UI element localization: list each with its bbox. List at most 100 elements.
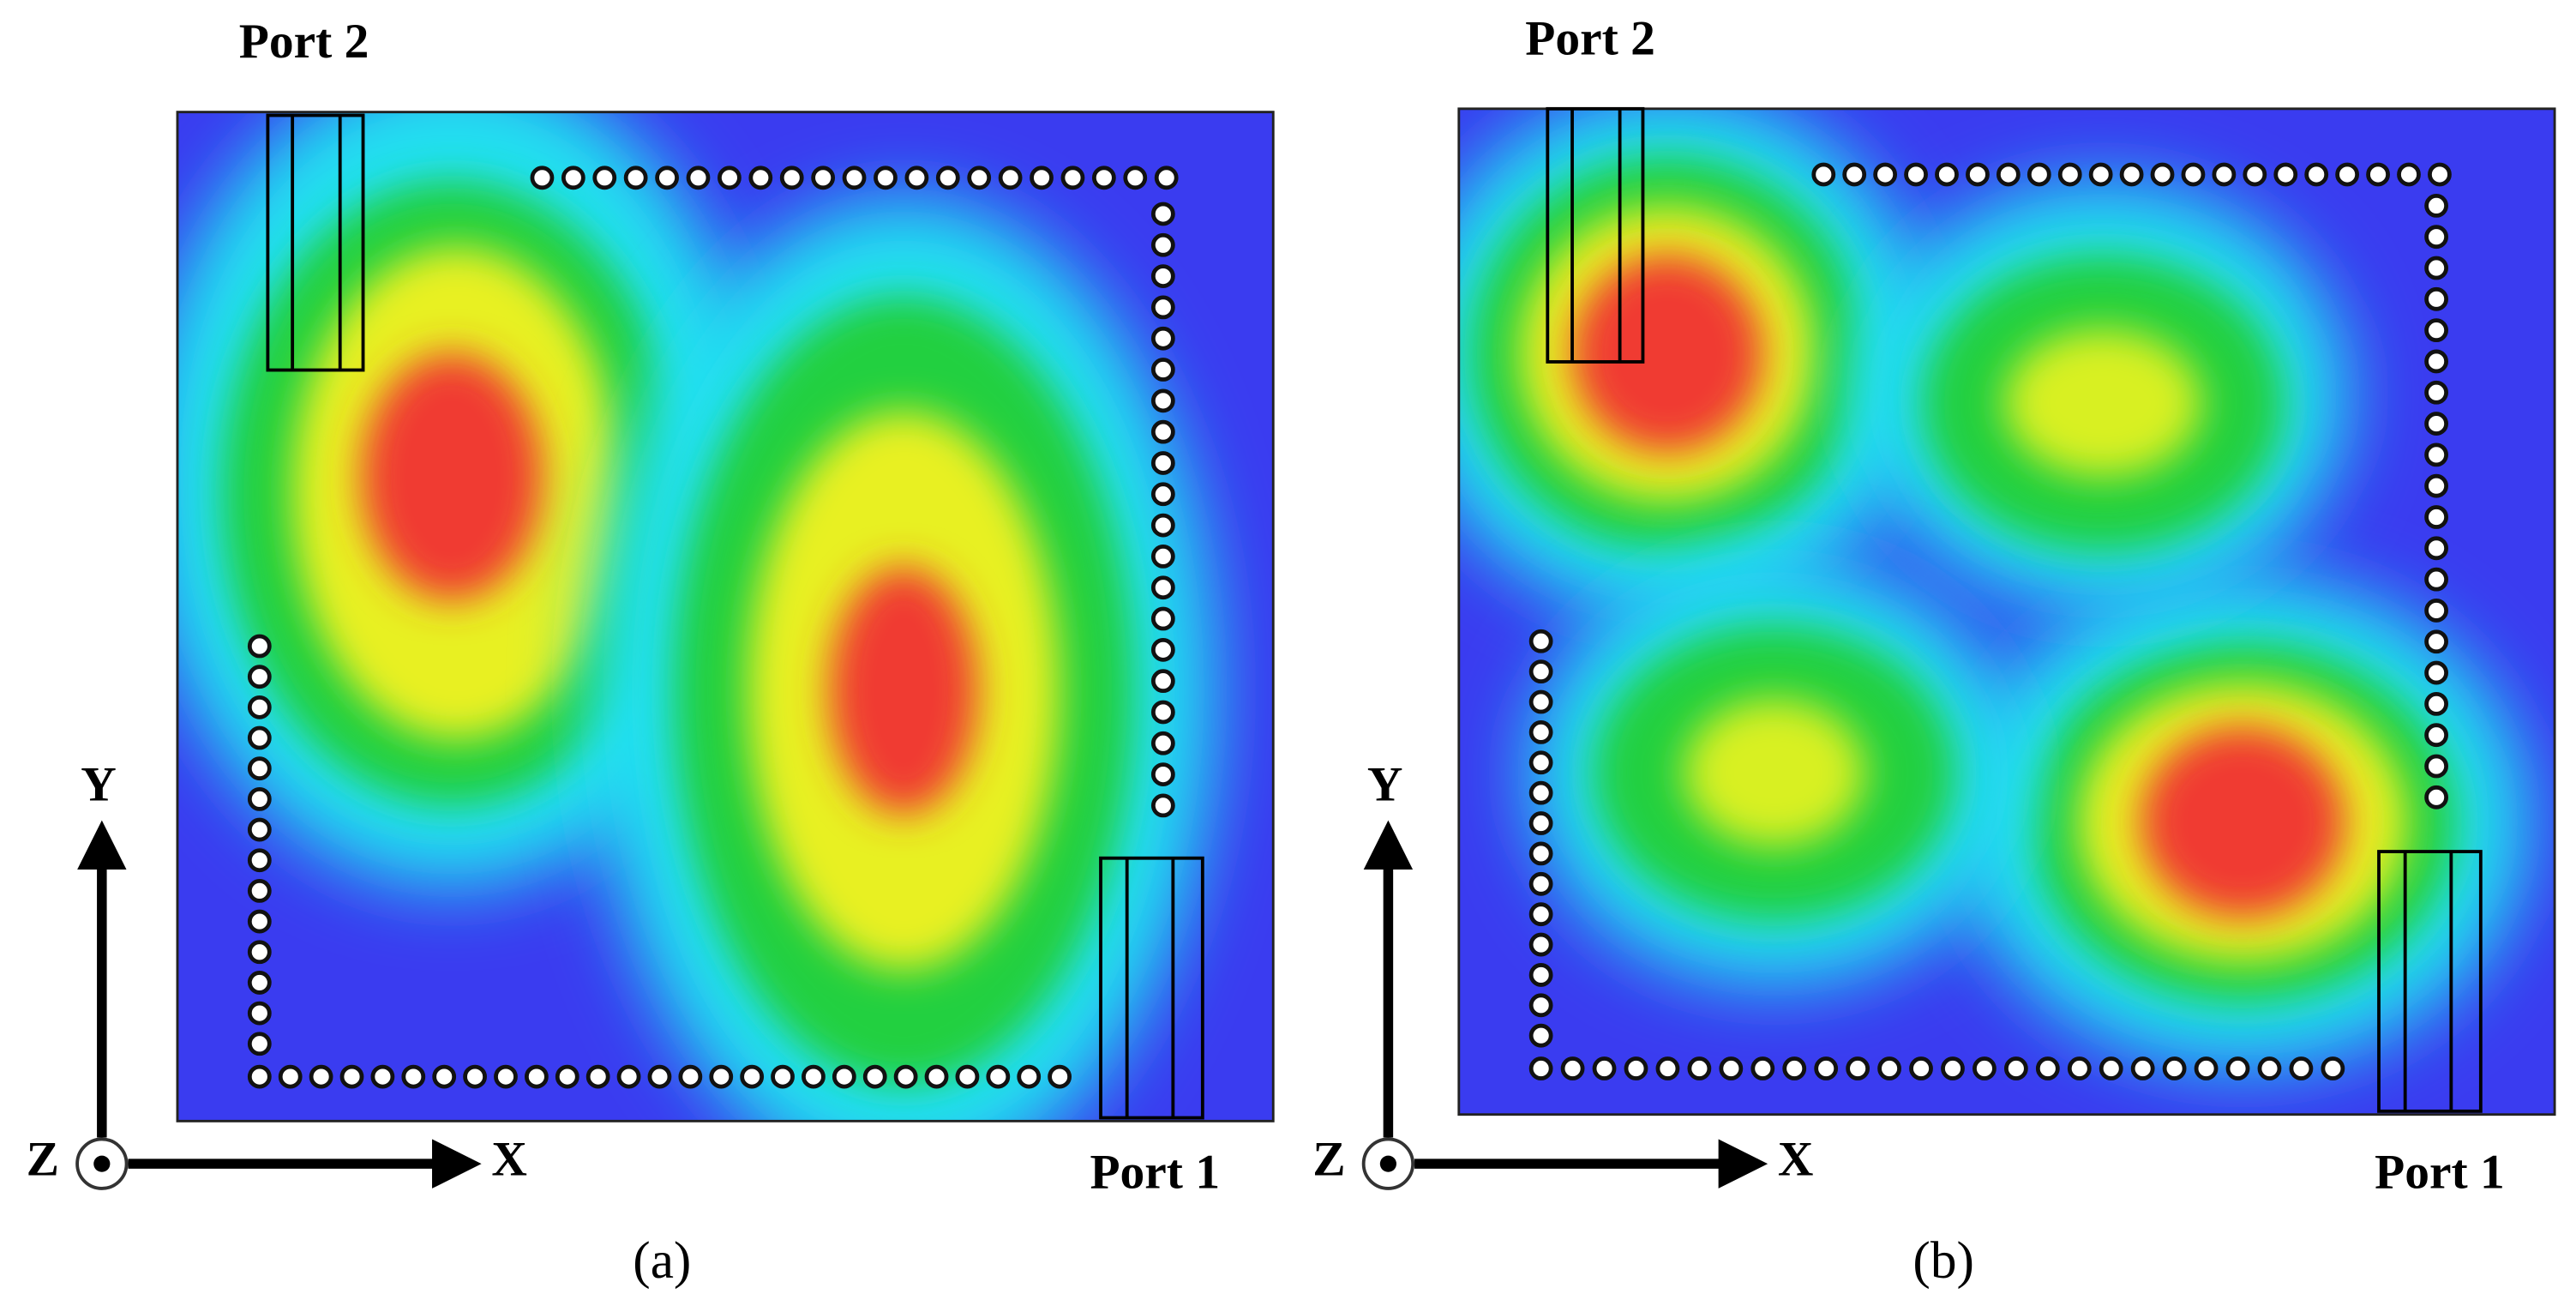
z-axis-dot — [93, 1155, 111, 1172]
via — [904, 166, 929, 190]
via — [2335, 162, 2360, 187]
via — [2119, 162, 2144, 187]
via — [247, 1032, 272, 1056]
via — [1941, 1056, 1965, 1080]
via — [247, 634, 272, 659]
via — [1150, 575, 1175, 600]
via — [1904, 162, 1928, 187]
via — [623, 166, 648, 190]
port-label: Port 1 — [2375, 1146, 2505, 1200]
via — [2424, 599, 2448, 623]
port-feed — [2377, 850, 2483, 1113]
via — [1873, 162, 1898, 187]
via — [1150, 762, 1175, 786]
via — [811, 166, 836, 190]
axis-label: Z — [27, 1132, 59, 1186]
via — [1528, 719, 1553, 744]
via — [1030, 166, 1054, 190]
axis-label: X — [491, 1132, 527, 1186]
via — [1528, 689, 1553, 714]
via — [2424, 660, 2448, 685]
via — [2424, 412, 2448, 436]
via — [1091, 166, 1116, 190]
via — [2424, 536, 2448, 561]
via — [2424, 505, 2448, 529]
via — [1150, 419, 1175, 444]
panel: Port 2 Port 1 (b) Y X Z — [1312, 11, 2556, 1290]
via — [247, 756, 272, 781]
port-label: Port 2 — [1525, 11, 1655, 65]
via — [2289, 1056, 2314, 1080]
via — [1655, 1056, 1680, 1080]
via — [740, 1064, 765, 1089]
port-label: Port 2 — [239, 15, 369, 69]
via — [1528, 629, 1553, 653]
via — [1624, 1056, 1648, 1080]
via — [2366, 162, 2390, 187]
via — [842, 166, 867, 190]
via — [1909, 1056, 1933, 1080]
via — [247, 879, 272, 903]
via — [1150, 545, 1175, 569]
via — [1017, 1064, 1042, 1089]
via — [1528, 750, 1553, 775]
via — [2424, 691, 2448, 716]
via — [247, 909, 272, 934]
via — [247, 971, 272, 995]
via — [247, 940, 272, 965]
via — [2088, 162, 2113, 187]
axis-label: X — [1778, 1132, 1814, 1186]
via — [2194, 1056, 2219, 1080]
via — [1048, 1064, 1072, 1089]
via — [247, 1001, 272, 1026]
axis-label: Y — [1367, 757, 1403, 811]
via — [967, 166, 992, 190]
via — [1528, 871, 1553, 896]
via — [1592, 1056, 1617, 1080]
via — [1528, 811, 1553, 835]
via — [592, 166, 617, 190]
via — [616, 1064, 641, 1089]
via — [2130, 1056, 2155, 1080]
via — [1966, 162, 1990, 187]
via — [1150, 669, 1175, 694]
via — [1150, 232, 1175, 257]
via — [1842, 162, 1867, 187]
via — [561, 166, 585, 190]
via — [718, 166, 742, 190]
field-blob — [361, 353, 543, 600]
field — [177, 111, 1216, 1122]
via — [432, 1064, 457, 1089]
via — [1528, 1023, 1553, 1048]
via — [2424, 318, 2448, 343]
via — [247, 695, 272, 719]
via — [2321, 1056, 2345, 1080]
via — [494, 1064, 518, 1089]
via — [530, 166, 555, 190]
via — [986, 1064, 1011, 1089]
port-feed — [1546, 106, 1645, 364]
via — [2424, 380, 2448, 405]
via — [647, 1064, 672, 1089]
via — [1150, 358, 1175, 382]
field-blob — [1684, 698, 1865, 847]
via — [1750, 1056, 1775, 1080]
via — [709, 1064, 734, 1089]
via — [585, 1064, 610, 1089]
via — [401, 1064, 426, 1089]
via — [1150, 793, 1175, 818]
via — [1150, 295, 1175, 320]
via — [1996, 162, 2021, 187]
via — [2424, 723, 2448, 748]
axis-label: Y — [81, 757, 117, 811]
via — [1528, 993, 1553, 1018]
panel: Port 2 Port 1 (a) Y X Z — [27, 15, 1275, 1290]
via — [1060, 166, 1085, 190]
via — [1150, 326, 1175, 351]
via — [1150, 482, 1175, 507]
via — [555, 1064, 579, 1089]
via — [862, 1064, 887, 1089]
via — [1150, 731, 1175, 755]
via — [2027, 162, 2051, 187]
